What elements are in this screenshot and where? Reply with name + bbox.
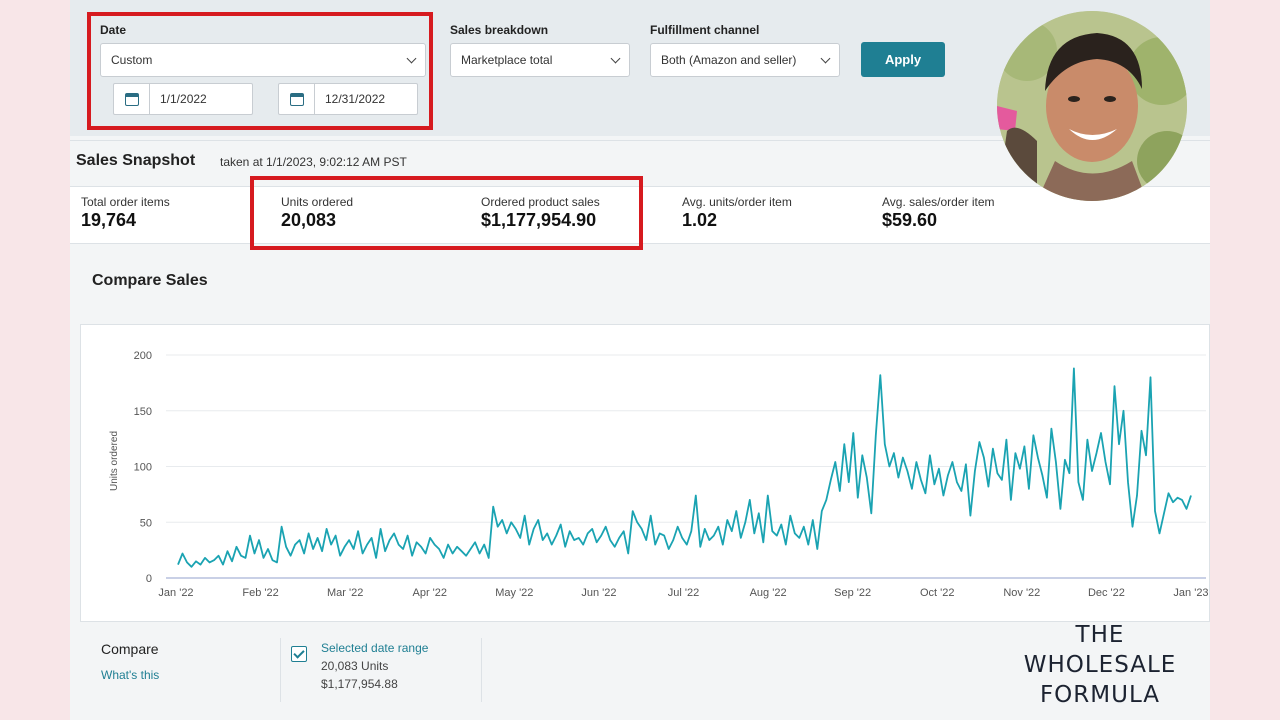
end-date-value: 12/31/2022 — [325, 92, 386, 106]
metric-label-avg-units: Avg. units/order item — [682, 195, 792, 209]
whats-this-link[interactable]: What's this — [101, 668, 160, 682]
calendar-icon — [124, 92, 139, 106]
start-date-value: 1/1/2022 — [160, 92, 207, 106]
date-label: Date — [100, 23, 127, 37]
date-range-select-value: Custom — [111, 53, 153, 67]
x-tick-label: Feb '22 — [242, 587, 278, 599]
units-ordered-line-chart: 0 50 100 150 200 Jan '22 Feb '22 Mar '22 Apr '2… — [109, 350, 1209, 599]
metric-label-ordered-product-sales: Ordered product sales — [481, 195, 600, 209]
selected-range-checkbox[interactable] — [291, 646, 307, 662]
selected-range-units: 20,083 Units — [321, 659, 389, 673]
y-axis-label: Units ordered — [109, 431, 120, 491]
date-highlight-box — [87, 12, 433, 130]
start-calendar-button[interactable] — [114, 84, 150, 114]
x-tick-label: Dec '22 — [1088, 587, 1125, 599]
compare-sales-title: Compare Sales — [92, 272, 208, 289]
channel-label: Fulfillment channel — [650, 23, 760, 37]
metric-label-avg-sales: Avg. sales/order item — [882, 195, 995, 209]
x-tick-label: Jul '22 — [668, 587, 699, 599]
chevron-down-icon — [610, 53, 621, 63]
metric-label-total-order-items: Total order items — [81, 195, 170, 209]
apply-button[interactable]: Apply — [861, 42, 945, 77]
compare-heading: Compare — [101, 641, 159, 657]
selected-range-sales: $1,177,954.88 — [321, 677, 398, 691]
y-tick-label: 200 — [134, 350, 152, 362]
x-tick-label: Jan '23 — [1173, 587, 1208, 599]
metric-value-avg-units: 1.02 — [682, 210, 718, 230]
metric-value-ordered-product-sales: $1,177,954.90 — [481, 210, 597, 230]
metric-value-avg-sales: $59.60 — [882, 210, 938, 230]
compare-footer — [70, 624, 1210, 720]
logo-line-3: FORMULA — [1039, 682, 1161, 708]
calendar-icon — [289, 92, 304, 106]
metric-label-units-ordered: Units ordered — [281, 195, 354, 209]
sales-breakdown-value: Marketplace total — [461, 53, 553, 67]
logo-line-2: WHOLESALE — [1023, 652, 1177, 678]
y-tick-label: 150 — [134, 406, 152, 418]
x-tick-label: Mar '22 — [327, 587, 363, 599]
chart-card: 0 50 100 150 200 Jan '22 Feb '22 Mar '22 Apr '2… — [80, 324, 1210, 622]
logo-line-1: THE — [1075, 622, 1125, 648]
presenter-avatar — [997, 11, 1187, 201]
x-tick-label: Oct '22 — [920, 587, 955, 599]
x-tick-label: Apr '22 — [412, 587, 447, 599]
selected-range-label: Selected date range — [321, 641, 429, 655]
start-date-input[interactable]: 1/1/2022 — [113, 83, 253, 115]
metric-value-units-ordered: 20,083 — [281, 210, 337, 230]
x-tick-label: Sep '22 — [834, 587, 871, 599]
divider — [280, 638, 281, 702]
end-date-input[interactable]: 12/31/2022 — [278, 83, 418, 115]
fulfillment-channel-value: Both (Amazon and seller) — [661, 53, 797, 67]
breakdown-label: Sales breakdown — [450, 23, 549, 37]
sales-breakdown-select[interactable]: Marketplace total — [450, 43, 630, 77]
snapshot-title: Sales Snapshot — [76, 152, 196, 169]
y-tick-label: 50 — [140, 517, 152, 529]
end-calendar-button[interactable] — [279, 84, 315, 114]
series-line — [177, 367, 1192, 568]
wholesale-formula-logo: THE WHOLESALE FORMULA — [1010, 620, 1190, 712]
x-tick-label: Aug '22 — [750, 587, 787, 599]
fulfillment-channel-select[interactable]: Both (Amazon and seller) — [650, 43, 840, 77]
chevron-down-icon — [820, 53, 831, 63]
x-tick-label: May '22 — [495, 587, 533, 599]
metric-value-total-order-items: 19,764 — [81, 210, 137, 230]
x-tick-label: Jan '22 — [158, 587, 193, 599]
y-tick-label: 100 — [134, 462, 152, 474]
x-tick-label: Jun '22 — [581, 587, 616, 599]
y-tick-label: 0 — [146, 573, 152, 585]
x-tick-label: Nov '22 — [1003, 587, 1040, 599]
snapshot-timestamp: taken at 1/1/2023, 9:02:12 AM PST — [220, 155, 407, 169]
units-sales-highlight-box — [250, 176, 643, 250]
date-range-select[interactable]: Custom — [100, 43, 426, 77]
divider — [481, 638, 482, 702]
